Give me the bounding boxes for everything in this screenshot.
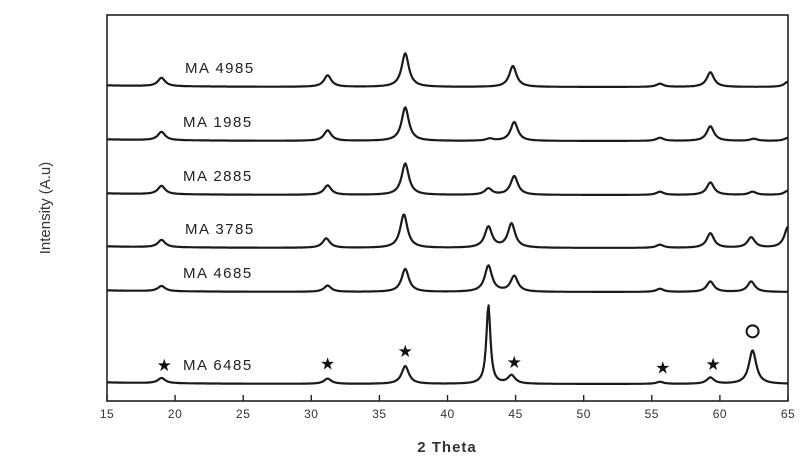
series-label: MA 1985	[183, 114, 253, 131]
series-label: MA 4985	[185, 60, 255, 77]
x-tick-label: 15	[100, 407, 114, 421]
series-label: MA 2885	[183, 168, 253, 185]
trace-ma-6485	[106, 304, 789, 385]
series-label: MA 4685	[183, 265, 253, 282]
trace-ma-2885	[106, 162, 789, 196]
x-tick-label: 30	[304, 407, 318, 421]
x-axis-label: 2 Theta	[417, 439, 477, 456]
x-tick-label: 55	[645, 407, 659, 421]
x-tick-label: 65	[781, 407, 795, 421]
trace-ma-3785	[106, 213, 789, 249]
diffraction-traces	[106, 52, 789, 385]
star-marker: ★	[705, 355, 720, 375]
star-marker: ★	[398, 342, 413, 362]
series-label: MA 6485	[183, 357, 253, 374]
star-marker: ★	[507, 353, 522, 373]
trace-ma-4985	[106, 52, 789, 88]
x-tick-label: 20	[168, 407, 182, 421]
star-marker: ★	[655, 358, 670, 378]
series-labels: MA 4985 MA 1985 MA 2885 MA 3785 MA 4685 MA 64…	[183, 60, 255, 374]
x-tick-label: 60	[713, 407, 727, 421]
trace-ma-4685	[106, 264, 789, 293]
x-tick-label: 25	[236, 407, 250, 421]
x-axis-ticks: 15 20 25 30 35 40 45 50 55 60 65	[100, 395, 795, 421]
y-axis-label: Intensity (A.u)	[37, 162, 54, 255]
circle-marker	[745, 324, 760, 339]
x-tick-label: 35	[372, 407, 386, 421]
x-tick-label: 45	[508, 407, 522, 421]
phase-markers: ★ ★ ★ ★ ★ ★	[157, 324, 760, 378]
star-marker: ★	[320, 355, 335, 375]
series-label: MA 3785	[185, 221, 255, 238]
star-marker: ★	[157, 356, 172, 376]
x-tick-label: 50	[577, 407, 591, 421]
x-tick-label: 40	[440, 407, 454, 421]
trace-ma-1985	[106, 106, 789, 142]
